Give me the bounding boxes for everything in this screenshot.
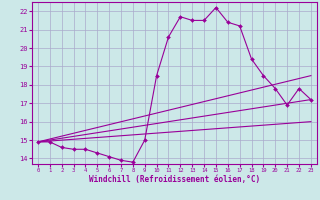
X-axis label: Windchill (Refroidissement éolien,°C): Windchill (Refroidissement éolien,°C) bbox=[89, 175, 260, 184]
